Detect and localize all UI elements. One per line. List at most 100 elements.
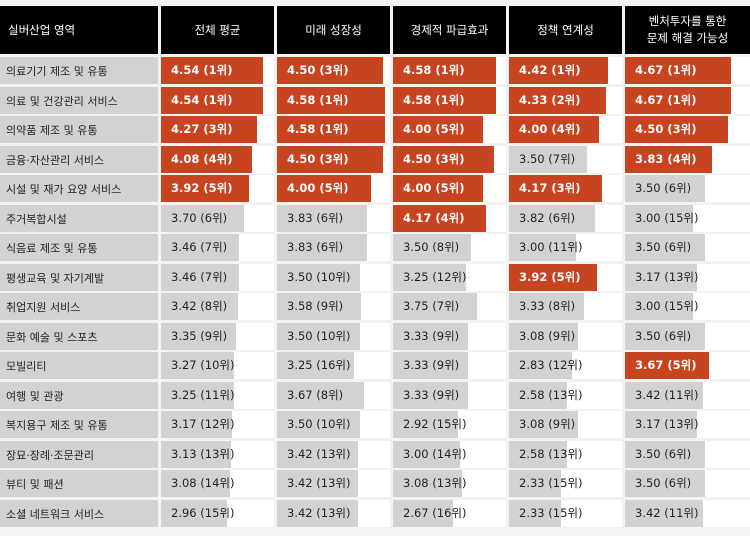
bar-policy-linkage: [509, 382, 567, 409]
bar-venture-solvability: [625, 441, 705, 468]
bar-venture-solvability: [625, 500, 703, 527]
bar-policy-linkage: [509, 293, 584, 320]
value-label-economic-impact: 4.00 (5위): [403, 181, 465, 195]
bar-policy-linkage: [509, 323, 578, 350]
bar-overall-average: [161, 87, 263, 114]
value-label-venture-solvability: 4.50 (3위): [635, 122, 697, 136]
bar-future-growth: [277, 500, 358, 527]
value-label-future-growth: 3.42 (13위): [287, 447, 351, 461]
bar-overall-average: [161, 264, 239, 291]
bar-venture-solvability: [625, 352, 709, 379]
bar-economic-impact: [393, 205, 486, 232]
bar-overall-average: [161, 293, 238, 320]
bar-economic-impact: [393, 234, 471, 261]
value-label-policy-linkage: 3.82 (6위): [519, 211, 576, 225]
value-label-policy-linkage: 3.00 (11위): [519, 240, 583, 254]
value-label-overall-average: 4.27 (3위): [171, 122, 233, 136]
bar-overall-average: [161, 441, 231, 468]
bar-overall-average: [161, 470, 230, 497]
bar-policy-linkage: [509, 57, 608, 84]
bar-venture-solvability: [625, 57, 731, 84]
value-label-policy-linkage: 2.33 (15위): [519, 476, 583, 490]
bar-overall-average: [161, 411, 232, 438]
value-label-future-growth: 3.50 (10위): [287, 329, 351, 343]
bar-future-growth: [277, 323, 360, 350]
value-label-future-growth: 3.58 (9위): [287, 299, 344, 313]
row-label: 문화 예술 및 스포츠: [0, 323, 158, 350]
value-label-future-growth: 3.67 (8위): [287, 388, 344, 402]
bar-overall-average: [161, 57, 263, 84]
row-label: 복지용구 제조 및 유통: [0, 411, 158, 438]
value-label-overall-average: 3.92 (5위): [171, 181, 233, 195]
bar-economic-impact: [393, 146, 494, 173]
bar-future-growth: [277, 234, 367, 261]
bar-overall-average: [161, 205, 244, 232]
row-label: 여행 및 관광: [0, 382, 158, 409]
value-label-economic-impact: 3.25 (12위): [403, 270, 467, 284]
bar-venture-solvability: [625, 264, 697, 291]
value-label-economic-impact: 3.50 (8위): [403, 240, 460, 254]
bar-policy-linkage: [509, 116, 599, 143]
value-label-policy-linkage: 3.08 (9위): [519, 417, 576, 431]
value-label-future-growth: 4.50 (3위): [287, 63, 349, 77]
header-overall-average: 전체 평균: [161, 6, 274, 54]
value-label-venture-solvability: 3.17 (13위): [635, 270, 699, 284]
bar-future-growth: [277, 441, 358, 468]
bar-economic-impact: [393, 500, 453, 527]
bar-venture-solvability: [625, 470, 705, 497]
value-label-overall-average: 3.35 (9위): [171, 329, 228, 343]
bar-policy-linkage: [509, 175, 602, 202]
bar-economic-impact: [393, 352, 468, 379]
value-label-venture-solvability: 3.17 (13위): [635, 417, 699, 431]
value-label-policy-linkage: 3.08 (9위): [519, 329, 576, 343]
value-label-future-growth: 3.83 (6위): [287, 240, 344, 254]
bar-venture-solvability: [625, 293, 693, 320]
value-label-future-growth: 3.50 (10위): [287, 417, 351, 431]
bar-policy-linkage: [509, 146, 587, 173]
value-label-future-growth: 4.50 (3위): [287, 152, 349, 166]
row-label: 뷰티 및 패션: [0, 470, 158, 497]
bar-policy-linkage: [509, 352, 572, 379]
value-label-overall-average: 3.27 (10위): [171, 358, 235, 372]
bar-future-growth: [277, 382, 364, 409]
value-label-venture-solvability: 3.50 (6위): [635, 329, 692, 343]
bar-economic-impact: [393, 323, 468, 350]
value-label-economic-impact: 3.33 (9위): [403, 329, 460, 343]
bar-economic-impact: [393, 264, 466, 291]
bar-venture-solvability: [625, 234, 705, 261]
bar-policy-linkage: [509, 470, 561, 497]
value-label-policy-linkage: 4.42 (1위): [519, 63, 581, 77]
value-label-venture-solvability: 3.42 (11위): [635, 388, 699, 402]
row-label: 모빌리티: [0, 352, 158, 379]
value-label-venture-solvability: 3.67 (5위): [635, 358, 697, 372]
bar-future-growth: [277, 87, 385, 114]
bar-future-growth: [277, 264, 360, 291]
value-label-future-growth: 3.42 (13위): [287, 506, 351, 520]
bar-venture-solvability: [625, 382, 703, 409]
header-venture-solvability: 벤처투자를 통한 문제 해결 가능성: [625, 6, 750, 54]
header-policy-linkage: 정책 연계성: [509, 6, 622, 54]
bar-venture-solvability: [625, 87, 731, 114]
value-label-venture-solvability: 3.50 (6위): [635, 181, 692, 195]
bar-venture-solvability: [625, 205, 693, 232]
row-label: 의료기기 제조 및 유통: [0, 57, 158, 84]
value-label-policy-linkage: 2.33 (15위): [519, 506, 583, 520]
value-label-venture-solvability: 3.00 (15위): [635, 211, 699, 225]
value-label-economic-impact: 3.33 (9위): [403, 388, 460, 402]
bar-future-growth: [277, 116, 385, 143]
value-label-economic-impact: 4.58 (1위): [403, 63, 465, 77]
value-label-venture-solvability: 4.67 (1위): [635, 63, 697, 77]
bar-venture-solvability: [625, 146, 712, 173]
bar-overall-average: [161, 175, 249, 202]
value-label-economic-impact: 2.67 (16위): [403, 506, 467, 520]
value-label-policy-linkage: 2.83 (12위): [519, 358, 583, 372]
bar-policy-linkage: [509, 205, 595, 232]
bar-economic-impact: [393, 57, 496, 84]
value-label-overall-average: 3.70 (6위): [171, 211, 228, 225]
bar-policy-linkage: [509, 234, 576, 261]
value-label-future-growth: 4.58 (1위): [287, 122, 349, 136]
bar-economic-impact: [393, 411, 458, 438]
value-label-overall-average: 3.46 (7위): [171, 270, 228, 284]
value-label-future-growth: 3.25 (16위): [287, 358, 351, 372]
